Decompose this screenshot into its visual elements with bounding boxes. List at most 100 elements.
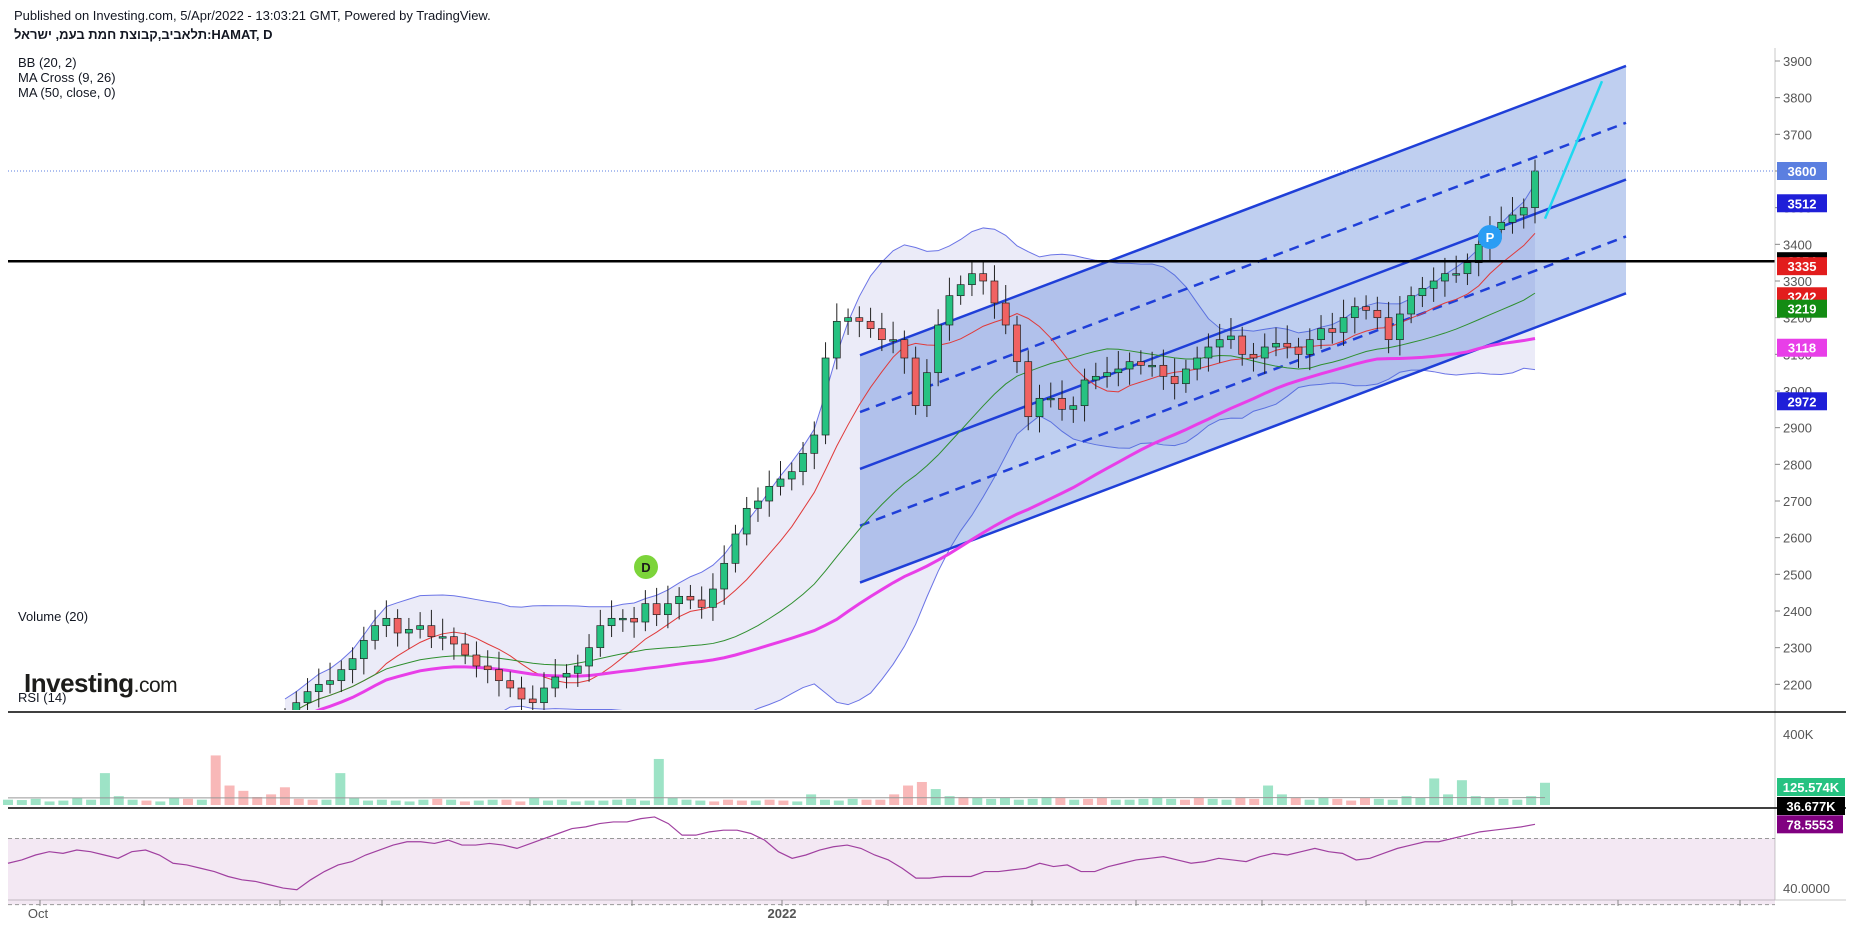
- volume-bar: [266, 794, 277, 805]
- volume-bar: [1096, 797, 1107, 805]
- rsi-pane-label[interactable]: RSI (14): [18, 690, 67, 705]
- candle-body: [968, 273, 976, 286]
- volume-bar: [833, 800, 844, 805]
- candle-body: [1001, 302, 1010, 326]
- volume-bar: [99, 773, 110, 805]
- candle-body: [405, 628, 413, 634]
- price-label-box: [1777, 299, 1827, 318]
- candle-body: [1497, 221, 1506, 231]
- volume-bar: [1373, 798, 1384, 805]
- bollinger-fill: [285, 183, 1535, 710]
- candle-body: [1452, 273, 1461, 276]
- volume-bar: [224, 785, 235, 805]
- price-label: 3512: [1788, 196, 1817, 211]
- indicator-ma-cross[interactable]: MA Cross (9, 26): [18, 70, 116, 85]
- volume-bar: [903, 785, 914, 805]
- candle-body: [326, 680, 334, 685]
- volume-bar: [1166, 798, 1177, 805]
- volume-bar: [127, 799, 138, 805]
- candle-body: [1474, 243, 1483, 264]
- volume-bar: [113, 796, 124, 805]
- candle-body: [1339, 317, 1348, 333]
- candle-body: [923, 372, 931, 407]
- volume-bar: [1526, 796, 1537, 805]
- indicator-ma50[interactable]: MA (50, close, 0): [18, 85, 116, 100]
- volume-bar: [459, 801, 470, 805]
- candle-body: [979, 273, 988, 282]
- candle-body: [877, 328, 886, 341]
- volume-bar: [1318, 797, 1329, 805]
- candle-body: [720, 562, 729, 590]
- candle-body: [630, 617, 638, 623]
- volume-bar: [3, 799, 13, 805]
- volume-bar: [1027, 798, 1038, 805]
- volume-bar: [529, 797, 540, 805]
- y-tick-label: 2200: [1783, 677, 1812, 692]
- candle-body: [562, 672, 571, 678]
- volume-bar: [1401, 796, 1412, 805]
- volume-bar: [1346, 800, 1357, 805]
- price-label-box: [1777, 162, 1827, 180]
- candle-body: [1260, 346, 1269, 359]
- candle-body: [900, 339, 909, 359]
- candle-body: [292, 702, 301, 710]
- volume-bar: [169, 797, 180, 805]
- candle-body: [540, 687, 548, 704]
- marker-p-icon: [1478, 225, 1502, 249]
- volume-bar: [1235, 797, 1246, 805]
- candle-body: [1137, 361, 1145, 366]
- volume-bar: [1055, 797, 1066, 805]
- candle-body: [393, 617, 402, 634]
- candle-body: [832, 320, 841, 359]
- volume-bar: [681, 799, 692, 805]
- channel-line-3: [859, 121, 1627, 414]
- candle-body: [675, 595, 683, 605]
- candle-body: [348, 658, 357, 671]
- volume-bar: [584, 800, 595, 805]
- volume-bar: [639, 800, 650, 805]
- indicator-bb[interactable]: BB (20, 2): [18, 55, 77, 70]
- candle-body: [1148, 364, 1156, 368]
- price-label: 3118: [1788, 341, 1816, 356]
- price-label-box: [1777, 338, 1827, 357]
- volume-bar: [418, 799, 429, 805]
- volume-bar: [556, 799, 567, 805]
- y-tick-label: 3800: [1783, 91, 1812, 106]
- candle-body: [776, 478, 785, 487]
- y-tick-label: 2500: [1783, 567, 1812, 582]
- rsi-band-fill: [8, 838, 1775, 905]
- volume-pane-label[interactable]: Volume (20): [18, 609, 89, 624]
- candle-body: [866, 320, 875, 330]
- candle-body: [799, 452, 807, 473]
- ma9-line: [295, 232, 1536, 710]
- volume-bar: [155, 801, 166, 805]
- volume-bar: [764, 799, 775, 805]
- candle-body: [1013, 324, 1021, 363]
- candle-body: [618, 617, 627, 621]
- volume-bar: [487, 799, 498, 805]
- volume-bar: [695, 800, 706, 805]
- volume-bar: [1470, 796, 1481, 805]
- investing-logo: Investing.com: [24, 668, 178, 698]
- volume-bar: [889, 794, 900, 805]
- volume-bar: [847, 798, 858, 805]
- volume-bar: [972, 797, 983, 805]
- candle-body: [810, 434, 819, 454]
- candle-body: [1193, 357, 1202, 370]
- volume-bar: [141, 800, 152, 805]
- volume-label: 125.574K: [1783, 780, 1840, 795]
- volume-bar: [1540, 782, 1550, 805]
- candle-body: [303, 691, 312, 704]
- candle-body: [1159, 364, 1168, 377]
- candle-body: [1317, 328, 1325, 341]
- candle-body: [450, 636, 458, 645]
- candle-body: [1114, 368, 1123, 374]
- volume-bar: [1152, 797, 1163, 805]
- candle-body: [1373, 309, 1382, 319]
- candle-body: [641, 603, 650, 623]
- candle-body: [506, 680, 515, 689]
- volume-bar: [653, 758, 664, 805]
- volume-bar: [1069, 799, 1080, 805]
- candle-body: [664, 603, 672, 616]
